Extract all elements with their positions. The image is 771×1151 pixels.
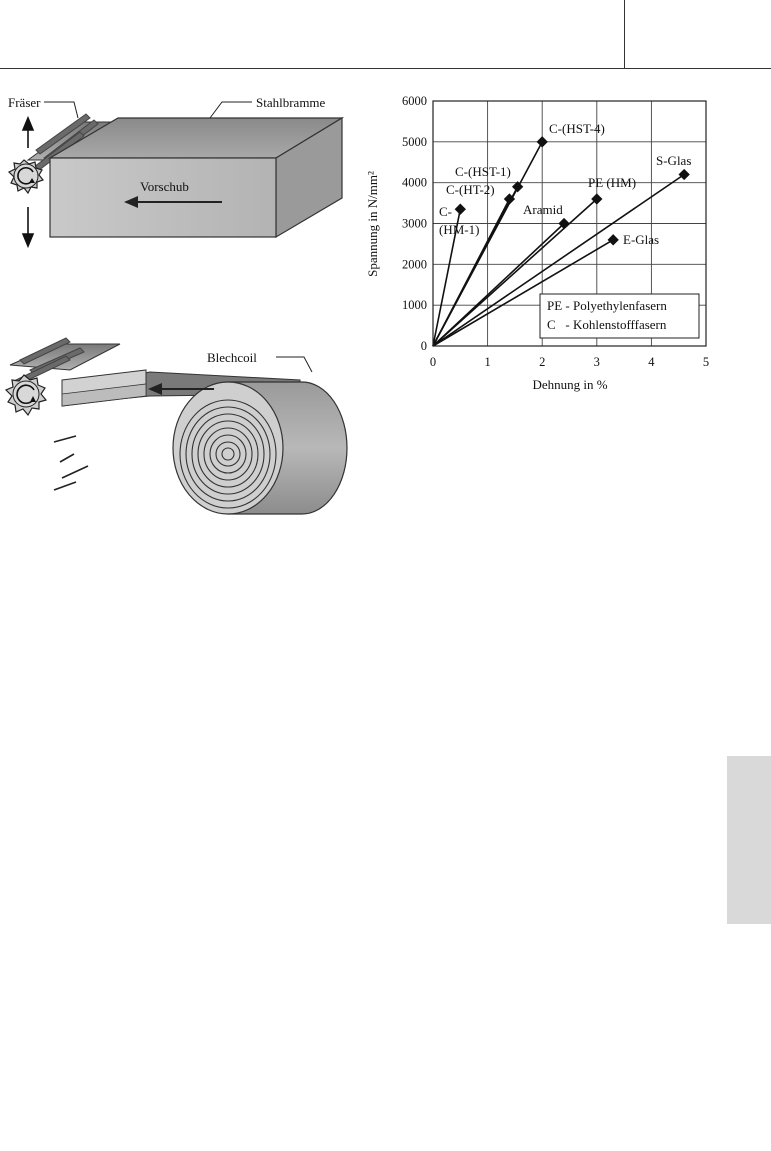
chart-legend: PE - Polyethylenfasern C - Kohlenstofffa… [539,293,700,339]
series-label-hst4: C-(HST-4) [549,121,605,136]
series-marker-c-hst-4 [536,136,548,148]
y-tick-label: 0 [421,339,427,353]
label-feed: Vorschub [140,179,189,194]
series-marker-c-hst-1 [511,181,524,193]
y-tick-label: 1000 [402,298,427,312]
series-label-pe: PE (HM) [588,175,636,190]
series-line-s-glas [432,173,685,347]
series-label-sglas: S-Glas [656,153,691,168]
chips-icon [53,435,89,491]
series-line-e-glas [432,239,614,347]
y-tick-label: 4000 [402,176,427,190]
series-marker-c-hm-1 [454,203,466,215]
cutter-motion-arrows [21,115,35,249]
legend-line-2: C - Kohlenstofffasern [547,317,667,332]
series-marker-pe-hm [591,193,603,205]
feed-arrow-icon [124,196,222,208]
x-tick-label: 1 [484,355,490,369]
series-marker-c-ht-2 [503,193,516,205]
series-label-aramid: Aramid [523,202,563,217]
x-tick-label: 2 [539,355,545,369]
y-tick-label: 6000 [402,94,427,108]
series-label-eglas: E-Glas [623,232,659,247]
chart-ylabel: Spannung in N/mm² [365,171,380,277]
label-slab: Stahlbramme [256,95,326,110]
series-label-hm1-line2: (HM-1) [439,222,479,237]
strip-feed-arrow-icon [148,383,214,395]
cutter-gear-icon [7,159,45,195]
label-cutter: Fräser [8,95,41,110]
series-label-hst1: C-(HST-1) [455,164,511,179]
x-tick-label: 4 [648,355,655,369]
legend-line-1: PE - Polyethylenfasern [547,298,667,313]
slab-illustration [7,101,345,249]
cutter-gear-icon [4,374,48,417]
chart-series-lines [432,136,690,347]
side-thumb-tab [727,756,771,924]
header-divider-vertical [624,0,625,68]
chart-tick-labels: 0 1 2 3 4 5 0 1000 2000 3000 4000 5000 6000 [402,94,709,369]
series-marker-e-glas [607,234,619,246]
y-tick-label: 2000 [402,257,427,271]
x-tick-label: 5 [703,355,709,369]
label-coil: Blechcoil [207,350,257,365]
series-label-hm1-line1: C- [439,204,452,219]
y-tick-label: 5000 [402,135,427,149]
series-line-c-ht-2 [432,198,511,347]
x-tick-label: 0 [430,355,436,369]
x-tick-label: 3 [594,355,600,369]
coil-illustration [4,337,348,515]
y-tick-label: 3000 [402,217,427,231]
series-line-pe-hm [432,198,598,347]
series-label-ht2: C-(HT-2) [446,182,495,197]
series-line-c-hm-1 [432,209,462,347]
plot-frame [432,100,707,347]
chart-frame [432,100,707,347]
chart-xlabel: Dehnung in % [532,377,607,392]
series-marker-s-glas [678,168,690,181]
header-divider [0,68,771,69]
